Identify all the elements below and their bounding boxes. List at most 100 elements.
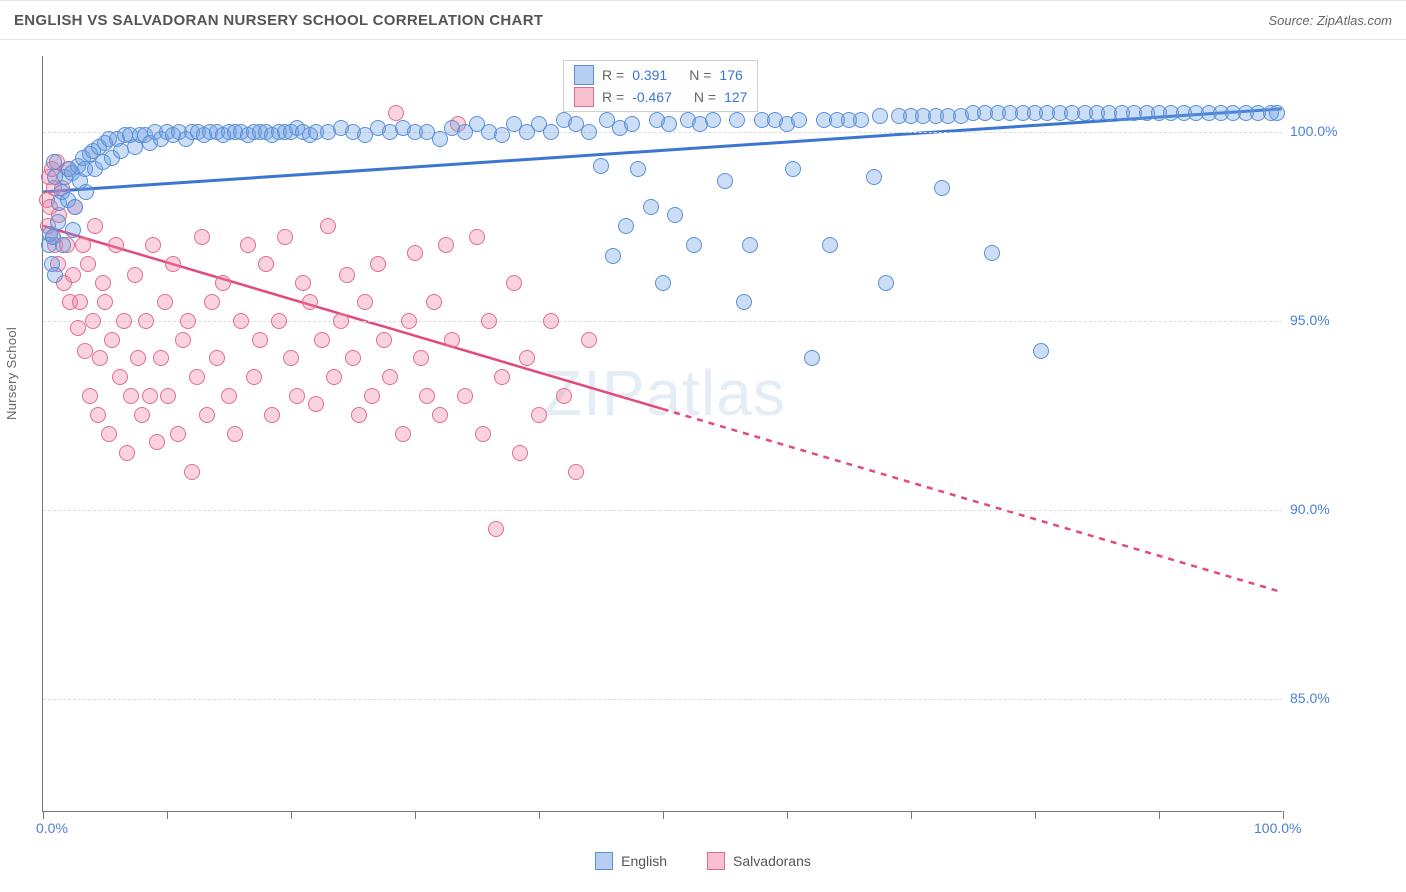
english-point: [717, 173, 733, 189]
salvadorans-point: [189, 369, 205, 385]
salvadorans-point: [512, 445, 528, 461]
salvadorans-point: [568, 464, 584, 480]
english-point: [853, 112, 869, 128]
salvadorans-point: [116, 313, 132, 329]
watermark: ZIPatlas: [543, 356, 786, 430]
y-tick-label: 90.0%: [1290, 501, 1330, 517]
english-point: [1033, 343, 1049, 359]
r-value: -0.467: [632, 89, 672, 105]
gridline: [43, 510, 1282, 511]
english-point: [624, 116, 640, 132]
salvadorans-point: [531, 407, 547, 423]
salvadorans-point: [382, 369, 398, 385]
correlation-legend: R =0.391N =176R =-0.467N =127: [563, 60, 758, 112]
english-point: [686, 237, 702, 253]
n-value: 176: [719, 67, 742, 83]
salvadorans-point: [475, 426, 491, 442]
english-point: [705, 112, 721, 128]
salvadorans-point: [170, 426, 186, 442]
salvadorans-point: [165, 256, 181, 272]
salvadorans-point: [488, 521, 504, 537]
english-point: [593, 158, 609, 174]
salvadorans-point: [123, 388, 139, 404]
r-value: 0.391: [632, 67, 667, 83]
salvadorans-point: [258, 256, 274, 272]
salvadorans-point: [209, 350, 225, 366]
salvadorans-point: [87, 218, 103, 234]
salvadorans-point: [175, 332, 191, 348]
salvadorans-point: [519, 350, 535, 366]
salvadorans-point: [345, 350, 361, 366]
x-tick: [1159, 811, 1160, 819]
legend-swatch: [574, 87, 594, 107]
gridline: [43, 699, 1282, 700]
english-point: [1269, 105, 1285, 121]
watermark-thin: atlas: [646, 357, 786, 429]
y-axis-label: Nursery School: [4, 327, 19, 420]
english-point: [667, 207, 683, 223]
english-point: [78, 184, 94, 200]
salvadorans-point: [227, 426, 243, 442]
x-tick: [539, 811, 540, 819]
r-label: R =: [602, 67, 624, 83]
salvadorans-point: [252, 332, 268, 348]
salvadorans-point: [308, 396, 324, 412]
salvadorans-point: [75, 237, 91, 253]
english-point: [494, 127, 510, 143]
salvadorans-point: [419, 388, 435, 404]
english-point: [878, 275, 894, 291]
english-point: [729, 112, 745, 128]
series-legend-item: Salvadorans: [707, 852, 811, 870]
salvadorans-point: [65, 267, 81, 283]
salvadorans-point: [581, 332, 597, 348]
salvadorans-point: [401, 313, 417, 329]
x-tick: [911, 811, 912, 819]
salvadorans-point: [314, 332, 330, 348]
english-point: [804, 350, 820, 366]
series-legend-item: English: [595, 852, 667, 870]
salvadorans-point: [80, 256, 96, 272]
salvadorans-point: [351, 407, 367, 423]
legend-row: R =0.391N =176: [574, 65, 747, 85]
english-point: [630, 161, 646, 177]
salvadorans-point: [246, 369, 262, 385]
salvadorans-point: [370, 256, 386, 272]
salvadorans-point: [376, 332, 392, 348]
salvadorans-point: [180, 313, 196, 329]
salvadorans-point: [221, 388, 237, 404]
x-tick: [787, 811, 788, 819]
salvadorans-point: [142, 388, 158, 404]
salvadorans-point: [127, 267, 143, 283]
english-point: [618, 218, 634, 234]
salvadorans-point: [184, 464, 200, 480]
legend-label: Salvadorans: [733, 853, 811, 869]
salvadorans-point: [145, 237, 161, 253]
salvadorans-point: [82, 388, 98, 404]
english-point: [934, 180, 950, 196]
english-point: [543, 124, 559, 140]
title-bar: ENGLISH VS SALVADORAN NURSERY SCHOOL COR…: [0, 0, 1406, 40]
english-point: [866, 169, 882, 185]
english-point: [791, 112, 807, 128]
english-point: [872, 108, 888, 124]
salvadorans-point: [481, 313, 497, 329]
english-point: [46, 154, 62, 170]
english-point: [65, 222, 81, 238]
salvadorans-point: [339, 267, 355, 283]
salvadorans-point: [556, 388, 572, 404]
salvadorans-point: [199, 407, 215, 423]
english-point: [581, 124, 597, 140]
x-tick: [1283, 811, 1284, 819]
salvadorans-point: [543, 313, 559, 329]
salvadorans-point: [92, 350, 108, 366]
english-point: [605, 248, 621, 264]
salvadorans-point: [204, 294, 220, 310]
salvadorans-point: [302, 294, 318, 310]
x-tick: [1035, 811, 1036, 819]
salvadorans-point: [240, 237, 256, 253]
salvadorans-point: [494, 369, 510, 385]
salvadorans-point: [264, 407, 280, 423]
chart-title: ENGLISH VS SALVADORAN NURSERY SCHOOL COR…: [14, 12, 543, 29]
x-tick: [415, 811, 416, 819]
english-point: [785, 161, 801, 177]
